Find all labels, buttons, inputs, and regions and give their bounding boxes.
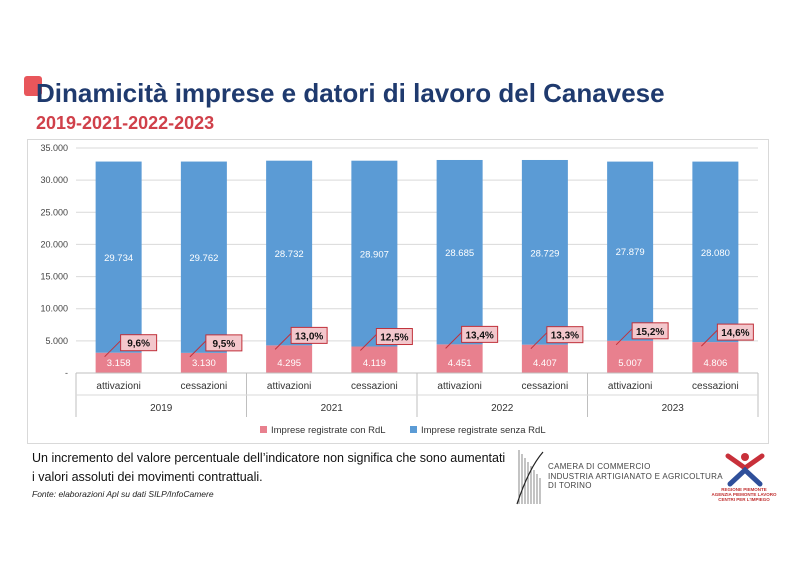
x-category-label: cessazioni xyxy=(351,381,398,392)
percentage-box xyxy=(290,326,328,344)
y-tick-label: - xyxy=(65,368,68,378)
data-label-senza-rdl: 29.762 xyxy=(189,253,218,264)
chart-area: - 5.000 10.000 15.000 20.000 25.000 30.000 35.0… xyxy=(27,139,769,444)
bar-con-rdl xyxy=(180,352,227,373)
data-label-senza-rdl: 28.729 xyxy=(530,248,559,259)
data-label-con-rdl: 3.130 xyxy=(192,358,216,369)
bar-senza-rdl xyxy=(351,160,398,347)
title-marker xyxy=(24,76,42,96)
data-label-con-rdl: 4.407 xyxy=(533,358,557,369)
regione-line-1: REGIONE PIEMONTE xyxy=(721,487,767,492)
percentage-label: 13,4% xyxy=(465,330,493,341)
x-category-label: attivazioni xyxy=(608,381,652,392)
percentage-box xyxy=(205,334,243,352)
bar-con-rdl xyxy=(436,344,483,373)
bar-senza-rdl xyxy=(180,161,227,353)
data-label-senza-rdl: 28.907 xyxy=(360,250,389,261)
x-category-label: cessazioni xyxy=(522,381,569,392)
percentage-box xyxy=(716,323,754,341)
percentage-label: 13,0% xyxy=(295,331,323,342)
page-subtitle: 2019-2021-2022-2023 xyxy=(36,113,215,133)
percentage-box xyxy=(631,322,669,340)
y-tick-label: 35.000 xyxy=(40,143,68,153)
percentage-label: 15,2% xyxy=(636,327,664,338)
data-label-con-rdl: 4.119 xyxy=(363,358,386,369)
bar-senza-rdl xyxy=(436,159,483,345)
x-category-label: attivazioni xyxy=(267,381,311,392)
legend-swatch-senza-rdl xyxy=(410,426,417,433)
bar-con-rdl xyxy=(692,342,739,373)
bar-con-rdl xyxy=(521,344,568,373)
bar-senza-rdl xyxy=(266,160,313,346)
percentage-leader xyxy=(445,330,464,349)
percentage-leader xyxy=(615,326,635,346)
data-label-con-rdl: 4.295 xyxy=(277,358,301,369)
percentage-leader xyxy=(189,338,209,358)
percentage-label: 14,6% xyxy=(721,328,749,339)
bar-senza-rdl xyxy=(95,161,142,353)
regione-line-2: AGENZIA PIEMONTE LAVORO xyxy=(711,492,777,497)
footnote-line-1: Un incremento del valore percentuale del… xyxy=(32,451,506,465)
data-label-con-rdl: 4.806 xyxy=(703,358,727,369)
percentage-leader xyxy=(530,330,550,350)
legend-swatch-con-rdl xyxy=(260,426,267,433)
footnote-line-2: i valori assoluti dei movimenti contratt… xyxy=(32,470,263,484)
camera-commercio-text: CAMERA DI COMMERCIO INDUSTRIA ARTIGIANAT… xyxy=(548,462,723,491)
y-tick-label: 10.000 xyxy=(40,304,68,314)
stacked-bar-chart: - 5.000 10.000 15.000 20.000 25.000 30.000 35.0… xyxy=(40,143,759,436)
percentage-leader xyxy=(104,338,123,358)
x-group-label: 2019 xyxy=(150,403,173,414)
data-label-con-rdl: 3.158 xyxy=(107,358,131,369)
y-tick-label: 15.000 xyxy=(40,272,68,282)
bar-con-rdl xyxy=(95,352,142,373)
regione-piemonte-text: REGIONE PIEMONTE AGENZIA PIEMONTE LAVORO… xyxy=(704,487,784,502)
bar-con-rdl xyxy=(351,346,398,373)
footnote: Un incremento del valore percentuale del… xyxy=(32,449,512,487)
regione-piemonte-logo xyxy=(725,453,765,487)
x-group-label: 2023 xyxy=(662,403,685,414)
legend-label-senza-rdl: Imprese registrate senza RdL xyxy=(421,425,546,436)
camera-line-1: CAMERA DI COMMERCIO xyxy=(548,462,651,471)
percentage-label: 12,5% xyxy=(380,333,408,344)
x-category-label: cessazioni xyxy=(692,381,739,392)
regione-line-3: CENTRI PER L'IMPIEGO xyxy=(718,497,770,502)
bar-con-rdl xyxy=(607,340,654,373)
y-tick-label: 5.000 xyxy=(45,336,68,346)
data-label-senza-rdl: 28.685 xyxy=(445,248,474,259)
data-label-senza-rdl: 28.732 xyxy=(275,249,304,260)
x-group-label: 2022 xyxy=(491,403,514,414)
percentage-leader xyxy=(701,327,720,347)
percentage-leader xyxy=(360,332,379,351)
x-group-label: 2021 xyxy=(321,403,344,414)
y-tick-label: 25.000 xyxy=(40,207,68,217)
data-label-senza-rdl: 27.879 xyxy=(616,247,645,258)
x-category-label: attivazioni xyxy=(437,381,481,392)
y-tick-label: 20.000 xyxy=(40,239,68,249)
data-label-con-rdl: 4.451 xyxy=(448,358,472,369)
bar-senza-rdl xyxy=(607,161,654,341)
data-label-con-rdl: 5.007 xyxy=(618,358,642,369)
bar-senza-rdl xyxy=(692,161,739,343)
camera-line-2: INDUSTRIA ARTIGIANATO E AGRICOLTURA xyxy=(548,471,723,481)
percentage-label: 13,3% xyxy=(551,331,579,342)
data-label-senza-rdl: 28.080 xyxy=(701,248,730,259)
percentage-box xyxy=(546,326,584,344)
percentage-label: 9,5% xyxy=(212,339,235,350)
percentage-box xyxy=(375,328,413,346)
percentage-box xyxy=(461,325,499,343)
percentage-leader xyxy=(274,331,294,350)
legend-label-con-rdl: Imprese registrate con RdL xyxy=(271,425,386,436)
data-label-senza-rdl: 29.734 xyxy=(104,253,133,264)
y-tick-label: 30.000 xyxy=(40,175,68,185)
bar-con-rdl xyxy=(266,345,313,373)
bar-senza-rdl xyxy=(521,159,568,345)
x-category-label: attivazioni xyxy=(96,381,140,392)
source-note: Fonte: elaborazioni Apl su dati SILP/Inf… xyxy=(32,489,214,499)
percentage-box xyxy=(120,334,158,352)
camera-line-3: DI TORINO xyxy=(548,481,592,490)
camera-commercio-logo xyxy=(515,448,545,506)
x-category-label: cessazioni xyxy=(181,381,228,392)
page-title: Dinamicità imprese e datori di lavoro de… xyxy=(36,78,665,108)
percentage-label: 9,6% xyxy=(127,339,150,350)
